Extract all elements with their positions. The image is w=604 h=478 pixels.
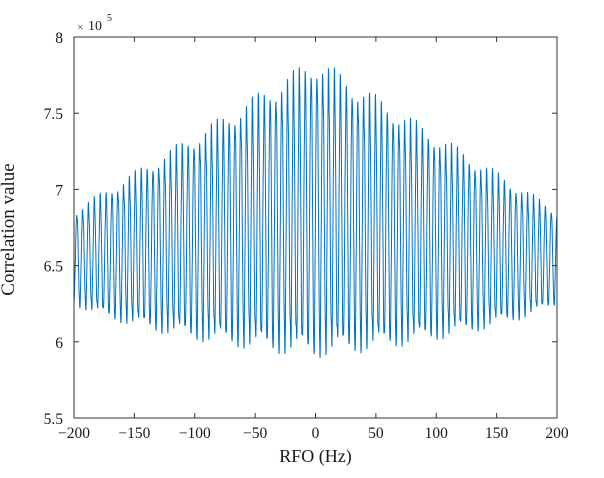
svg-text:200: 200 [545, 425, 569, 442]
svg-text:0: 0 [312, 425, 320, 442]
svg-text:RFO (Hz): RFO (Hz) [279, 446, 352, 467]
svg-text:−100: −100 [179, 425, 211, 442]
svg-text:Correlation value: Correlation value [0, 163, 19, 295]
svg-text:7: 7 [55, 182, 63, 199]
svg-text:5.5: 5.5 [44, 411, 64, 428]
svg-text:6.5: 6.5 [44, 259, 64, 276]
svg-text:−150: −150 [118, 425, 150, 442]
svg-text:100: 100 [425, 425, 449, 442]
svg-text:150: 150 [485, 425, 509, 442]
svg-text:10: 10 [88, 19, 102, 34]
svg-text:×: × [77, 20, 84, 34]
svg-text:5: 5 [107, 13, 112, 24]
svg-text:6: 6 [55, 335, 63, 352]
svg-text:−50: −50 [243, 425, 267, 442]
svg-text:50: 50 [368, 425, 384, 442]
svg-text:8: 8 [55, 30, 63, 47]
svg-text:7.5: 7.5 [44, 106, 64, 123]
